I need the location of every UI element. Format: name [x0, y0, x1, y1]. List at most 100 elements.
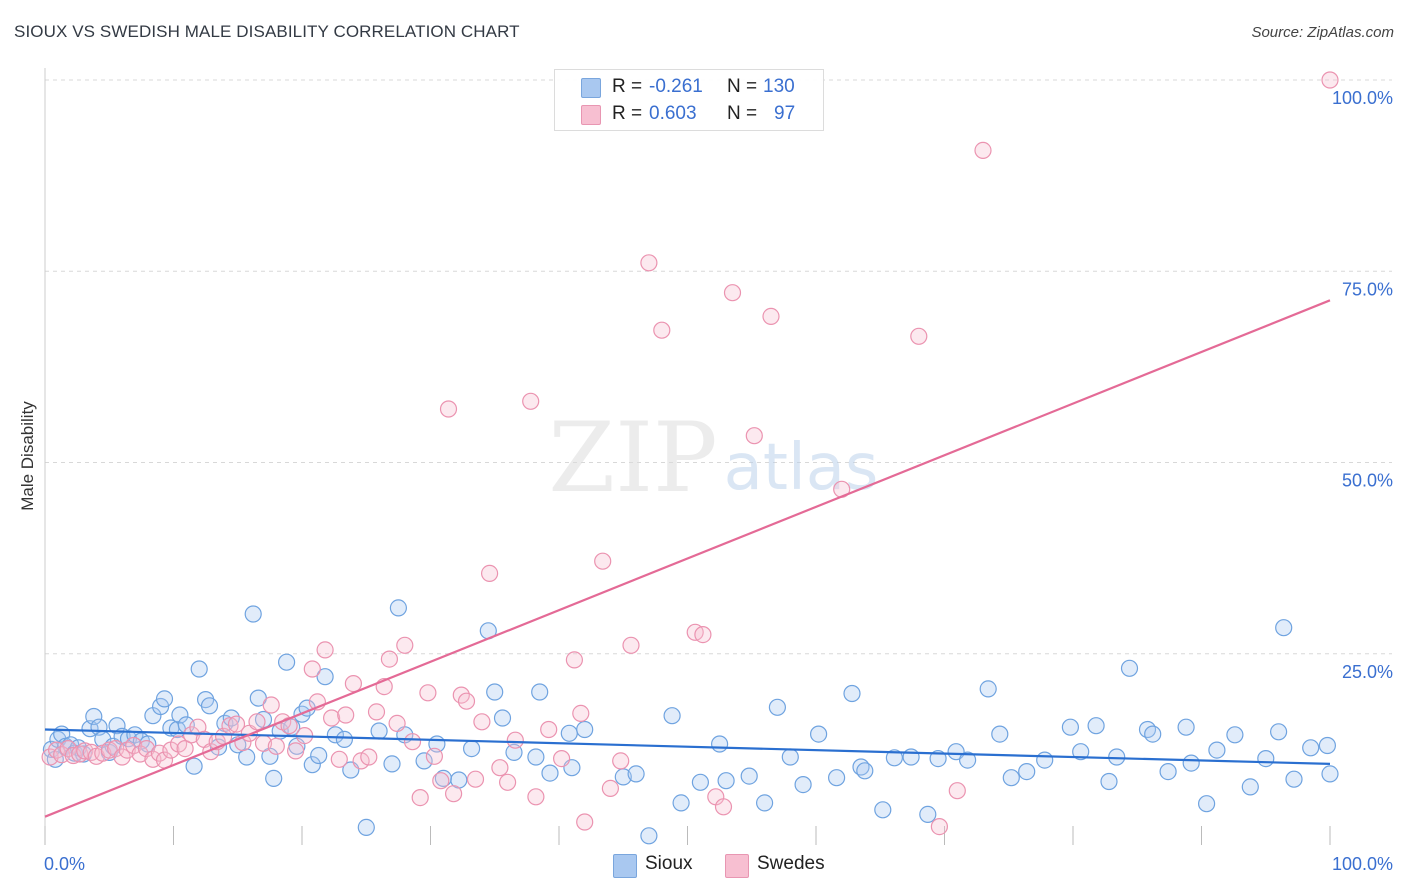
scatter-point-sioux — [1275, 619, 1293, 637]
scatter-point-sioux — [560, 724, 578, 742]
scatter-point-sioux — [190, 660, 208, 678]
axes — [44, 68, 1331, 845]
scatter-point-swedes — [576, 813, 594, 831]
scatter-point-swedes — [316, 641, 334, 659]
scatter-point-sioux — [627, 765, 645, 783]
legend-n-label: N = — [727, 103, 758, 124]
scatter-point-swedes — [176, 739, 194, 758]
scatter-point-sioux — [185, 757, 203, 775]
scatter-point-sioux — [717, 772, 735, 790]
scatter-point-sioux — [244, 605, 262, 623]
scatter-point-swedes — [425, 747, 443, 765]
scatter-point-sioux — [809, 725, 828, 743]
scatter-point-sioux — [902, 748, 920, 766]
scatter-point-sioux — [108, 717, 126, 735]
scatter-point-sioux — [1177, 718, 1195, 736]
scatter-point-swedes — [1321, 71, 1339, 89]
scatter-point-swedes — [445, 785, 463, 803]
scatter-point-swedes — [330, 750, 348, 768]
scatter-point-sioux — [1226, 726, 1244, 744]
scatter-point-sioux — [310, 746, 328, 765]
scatter-point-sioux — [663, 707, 681, 725]
scatter-point-sioux — [415, 752, 433, 770]
scatter-point-swedes — [499, 773, 517, 791]
y-tick-label: 50.0% — [1342, 471, 1393, 491]
scatter-point-sioux — [1208, 741, 1226, 759]
scatter-point-sioux — [691, 773, 710, 791]
scatter-point-sioux — [1302, 739, 1320, 757]
y-tick-label: 25.0% — [1342, 662, 1393, 682]
scatter-point-swedes — [694, 625, 712, 644]
scatter-point-swedes — [522, 392, 540, 410]
scatter-point-sioux — [710, 735, 729, 753]
scatter-point-sioux — [265, 769, 283, 788]
scatter-point-sioux — [947, 743, 965, 761]
scatter-point-sioux — [991, 725, 1009, 743]
scatter-point-swedes — [323, 709, 341, 727]
scatter-point-sioux — [1036, 751, 1054, 769]
scatter-point-swedes — [380, 650, 398, 668]
x-tick-label: 100.0% — [1332, 854, 1393, 874]
legend-r-label: R = — [612, 103, 643, 124]
scatter-point-sioux — [768, 698, 787, 716]
scatter-point-swedes — [352, 752, 370, 770]
scatter-point-sioux — [843, 684, 861, 703]
scatter-point-sioux — [1285, 770, 1303, 788]
scatter-point-sioux — [874, 801, 892, 819]
scatter-point-sioux — [357, 818, 375, 837]
scatter-point-swedes — [360, 748, 378, 766]
data-points — [41, 71, 1339, 845]
legend-n-value: 97 — [774, 103, 796, 124]
scatter-point-swedes — [262, 696, 280, 714]
scatter-point-swedes — [594, 552, 612, 570]
scatter-point-swedes — [344, 674, 362, 693]
scatter-point-swedes — [974, 141, 992, 159]
legend-swatch-swedes — [725, 854, 749, 878]
scatter-point-swedes — [432, 772, 450, 790]
scatter-point-swedes — [457, 692, 476, 710]
scatter-point-swedes — [723, 284, 742, 302]
scatter-point-sioux — [85, 707, 103, 726]
scatter-point-sioux — [278, 653, 296, 671]
scatter-point-swedes — [267, 737, 285, 755]
scatter-point-sioux — [541, 764, 559, 782]
scatter-point-sioux — [303, 756, 321, 774]
scatter-point-sioux — [486, 683, 504, 701]
legend-label-swedes: Swedes — [757, 853, 825, 874]
legend-row-swedes: R = 0.603 N = 97 — [555, 101, 823, 127]
scatter-point-sioux — [885, 749, 904, 767]
x-tick-label: 0.0% — [44, 854, 85, 874]
scatter-point-swedes — [303, 660, 321, 678]
scatter-point-sioux — [740, 767, 758, 785]
scatter-point-swedes — [125, 736, 143, 755]
scatter-point-swedes — [930, 817, 949, 836]
scatter-point-sioux — [171, 706, 189, 724]
scatter-point-swedes — [419, 684, 437, 702]
scatter-point-swedes — [506, 731, 524, 749]
scatter-point-sioux — [1159, 762, 1177, 781]
legend-row-sioux: R = -0.261 N = 130 — [555, 74, 823, 100]
scatter-point-sioux — [370, 722, 388, 740]
scatter-point-swedes — [227, 715, 246, 733]
scatter-point-sioux — [1002, 769, 1020, 787]
scatter-point-sioux — [1072, 743, 1090, 761]
scatter-point-swedes — [910, 327, 928, 345]
scatter-point-sioux — [1257, 749, 1275, 768]
scatter-point-sioux — [856, 762, 874, 780]
scatter-point-sioux — [1144, 725, 1162, 743]
scatter-point-sioux — [672, 794, 690, 812]
correlation-legend: R = -0.261 N = 130 R = 0.603 N = 97 — [554, 69, 824, 131]
source-label: Source: ZipAtlas.com — [1251, 24, 1394, 41]
watermark: ZIP atlas — [548, 402, 878, 514]
scatter-point-sioux — [1120, 659, 1139, 677]
scatter-point-swedes — [396, 636, 414, 654]
scatter-point-swedes — [714, 798, 733, 816]
tick-labels: 25.0% 50.0% 75.0% 100.0% 0.0% 100.0% — [44, 88, 1393, 874]
trend-line-sioux — [44, 728, 1331, 766]
scatter-point-sioux — [316, 668, 334, 686]
scatter-point-swedes — [367, 703, 386, 721]
scatter-point-swedes — [601, 779, 620, 798]
scatter-point-sioux — [200, 697, 219, 715]
scatter-point-sioux — [335, 730, 353, 749]
scatter-point-sioux — [827, 769, 846, 787]
